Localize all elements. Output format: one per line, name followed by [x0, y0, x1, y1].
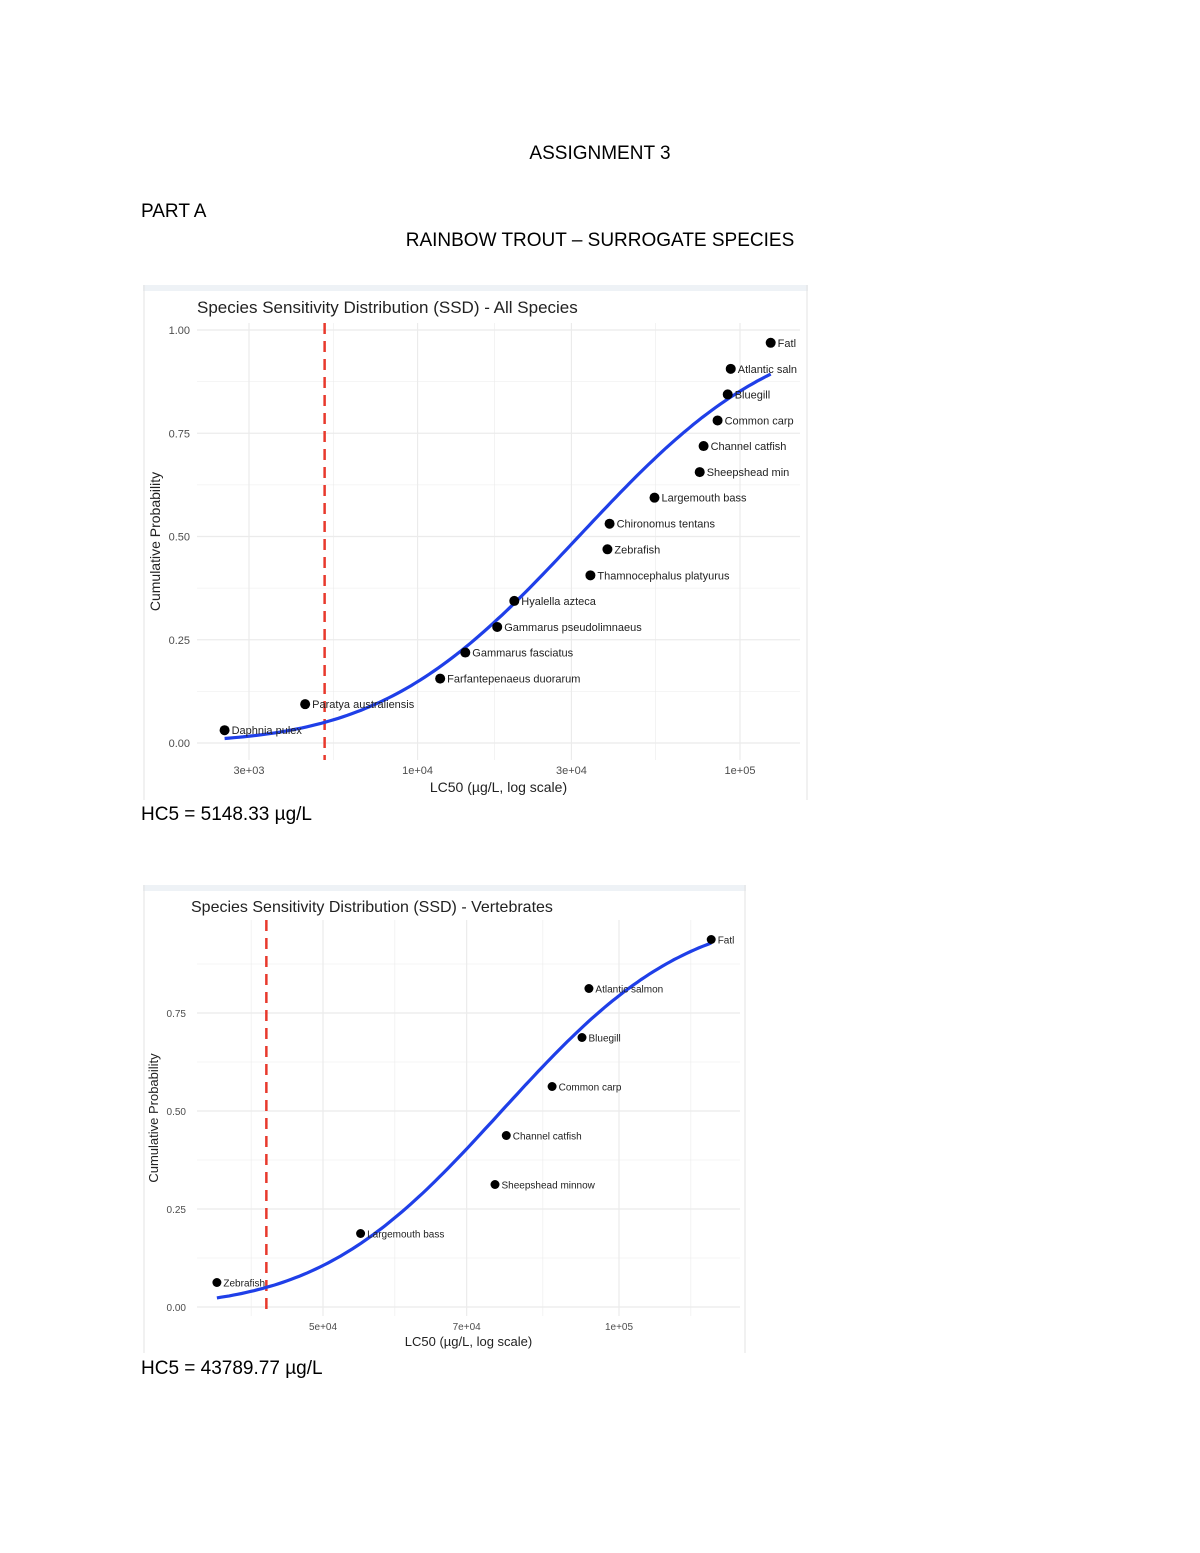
data-point	[356, 1229, 366, 1238]
x-tick-label: 1e+04	[402, 765, 433, 777]
y-tick-label: 0.50	[169, 532, 190, 544]
data-point	[694, 467, 705, 478]
point-label: Gammarus fasciatus	[472, 648, 573, 660]
x-tick-label: 3e+03	[234, 765, 265, 777]
point-label: Atlantic salmon	[595, 985, 663, 996]
data-point	[765, 337, 776, 348]
x-tick-label: 1e+05	[725, 765, 756, 777]
point-label: Chironomus tentans	[617, 519, 716, 531]
x-tick-label: 5e+04	[309, 1322, 338, 1333]
data-point	[460, 647, 471, 658]
hc5-vertebrates: HC5 = 43789.77 µg/L	[141, 1358, 323, 1379]
y-tick-label: 0.75	[167, 1009, 187, 1020]
data-point	[501, 1131, 511, 1140]
point-label: Largemouth bass	[367, 1230, 444, 1241]
point-label: Zebrafish	[614, 544, 660, 556]
x-tick-label: 1e+05	[605, 1322, 634, 1333]
x-axis-label: LC50 (µg/L, log scale)	[405, 1334, 532, 1349]
point-label: Common carp	[725, 415, 794, 427]
point-label: Hyalella azteca	[521, 596, 596, 608]
y-tick-label: 0.75	[169, 428, 190, 440]
point-label: Daphnia pulex	[232, 725, 303, 737]
data-point	[300, 699, 311, 710]
data-point	[585, 570, 596, 581]
point-label: Channel catfish	[711, 441, 787, 453]
data-point	[712, 415, 723, 426]
point-label: Thamnocephalus platyurus	[597, 570, 730, 582]
data-point	[577, 1033, 587, 1042]
x-tick-label: 7e+04	[453, 1322, 482, 1333]
data-point	[219, 725, 230, 736]
point-label: Bluegill	[588, 1034, 620, 1045]
toolbar-strip	[143, 285, 808, 291]
point-label: Bluegill	[735, 389, 770, 401]
data-point	[509, 595, 520, 606]
data-point	[492, 621, 503, 632]
data-point	[584, 984, 594, 993]
x-tick-label: 3e+04	[556, 765, 587, 777]
document-subheading: RAINBOW TROUT – SURROGATE SPECIES	[405, 230, 795, 251]
chart-title: Species Sensitivity Distribution (SSD) -…	[197, 298, 578, 317]
chart-title: Species Sensitivity Distribution (SSD) -…	[191, 899, 553, 916]
point-label: Fatl	[718, 936, 735, 947]
toolbar-strip	[143, 885, 746, 891]
point-label: Sheepshead min	[707, 467, 790, 479]
y-axis-label: Cumulative Probability	[146, 1053, 161, 1183]
point-label: Gammarus pseudolimnaeus	[504, 622, 642, 634]
point-label: Sheepshead minnow	[502, 1181, 596, 1192]
x-axis-label: LC50 (µg/L, log scale)	[430, 779, 567, 795]
point-label: Channel catfish	[513, 1132, 582, 1143]
data-point	[602, 544, 613, 555]
y-tick-label: 0.25	[169, 635, 190, 647]
point-label: Farfantepenaeus duorarum	[447, 674, 580, 686]
y-axis-label: Cumulative Probability	[147, 472, 163, 611]
document-heading: ASSIGNMENT 3	[529, 143, 671, 164]
data-point	[547, 1082, 557, 1091]
fitted-curve	[216, 941, 712, 1300]
data-point	[435, 673, 446, 684]
data-point	[490, 1180, 500, 1189]
y-tick-label: 0.00	[167, 1303, 187, 1314]
data-point	[725, 363, 736, 374]
part-label: PART A	[141, 201, 207, 222]
point-label: Fatl	[778, 338, 796, 350]
point-label: Zebrafish	[223, 1279, 265, 1290]
ssd-chart-all-species: 0.00 0.25 0.50 0.75 1.00 3e+03 1e+04 3e+04 1e+05…	[143, 285, 808, 800]
ssd-chart-vertebrates: 0.00 0.25 0.50 0.75 5e+04 7e+04 1e+05 Zebrafish…	[143, 885, 746, 1353]
data-point	[212, 1278, 222, 1287]
data-point	[698, 441, 709, 452]
y-tick-label: 0.25	[167, 1205, 187, 1216]
data-point	[604, 518, 615, 529]
point-label: Largemouth bass	[661, 493, 746, 505]
y-tick-label: 1.00	[169, 325, 190, 337]
point-label: Paratya australiensis	[312, 699, 415, 711]
y-tick-label: 0.50	[167, 1107, 187, 1118]
point-label: Common carp	[559, 1083, 622, 1094]
data-point	[649, 492, 660, 503]
fitted-curve	[224, 372, 772, 741]
data-point	[722, 389, 733, 400]
data-point	[706, 935, 716, 944]
hc5-all-species: HC5 = 5148.33 µg/L	[141, 804, 312, 825]
point-label: Atlantic saln	[738, 364, 797, 376]
y-tick-label: 0.00	[169, 738, 190, 750]
